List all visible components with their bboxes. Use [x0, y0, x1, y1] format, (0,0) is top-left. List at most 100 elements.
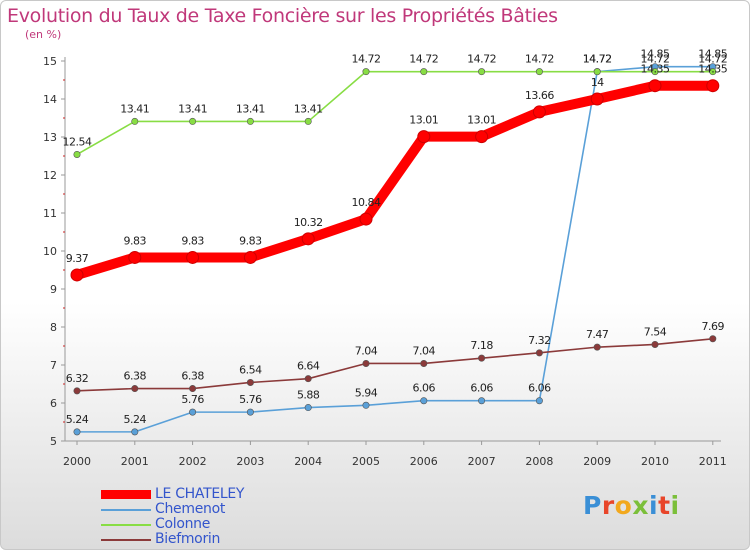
series-line-colonne	[76, 70, 714, 156]
data-label: 6.38	[181, 370, 204, 383]
data-label: 6.06	[470, 382, 493, 395]
legend-label: Chemenot	[155, 501, 226, 517]
data-point	[535, 349, 543, 357]
data-point	[651, 68, 659, 76]
data-label: 14.72	[409, 53, 438, 66]
y-tick-label: 11	[43, 207, 57, 220]
logo-letter: o	[614, 491, 633, 520]
data-label: 9.83	[124, 234, 147, 247]
y-tick-label: 7	[50, 359, 57, 372]
series-line-biefmorin	[76, 337, 714, 392]
data-label: 13.66	[525, 89, 554, 102]
data-label: 12.54	[63, 135, 92, 148]
data-label: 10.32	[294, 216, 323, 229]
logo-letter: x	[632, 491, 649, 520]
data-label: 9.83	[239, 234, 262, 247]
series-line-chemenot	[76, 65, 714, 433]
legend-label: Colonne	[155, 516, 211, 532]
data-label: 7.54	[644, 325, 667, 338]
data-point	[648, 79, 662, 93]
logo-letter: r	[601, 491, 615, 520]
proxiti-logo: Proxiti	[583, 491, 680, 520]
data-label: 14.72	[525, 53, 554, 66]
data-point	[706, 79, 720, 93]
data-point	[590, 92, 604, 106]
data-label: 14.85	[698, 48, 727, 61]
data-point	[709, 335, 717, 343]
x-tick-label: 2010	[641, 455, 669, 468]
data-point	[420, 68, 428, 76]
data-label: 7.69	[702, 320, 725, 333]
data-label: 7.04	[355, 344, 378, 357]
data-point	[535, 397, 543, 405]
data-point	[651, 340, 659, 348]
data-point	[70, 268, 84, 282]
y-tick-label: 8	[50, 321, 57, 334]
legend-label: Biefmorin	[155, 531, 221, 547]
y-tick-label: 9	[50, 283, 57, 296]
data-label: 6.64	[297, 360, 320, 373]
data-point	[246, 408, 254, 416]
x-tick-label: 2007	[468, 455, 496, 468]
chart-title: Evolution du Taux de Taxe Foncière sur l…	[7, 5, 558, 27]
x-tick-label: 2009	[583, 455, 611, 468]
data-label: 5.24	[66, 413, 89, 426]
data-label: 10.84	[352, 196, 381, 209]
data-label: 5.24	[124, 413, 147, 426]
data-point	[475, 130, 489, 144]
data-label: 6.06	[413, 382, 436, 395]
data-point	[362, 68, 370, 76]
y-tick-label: 15	[43, 55, 57, 68]
data-point	[304, 117, 312, 125]
data-label: 5.88	[297, 389, 320, 402]
data-point	[304, 404, 312, 412]
data-point	[478, 354, 486, 362]
data-point	[304, 375, 312, 383]
data-label: 14.35	[641, 63, 670, 76]
data-point	[246, 378, 254, 386]
data-label: 13.41	[120, 102, 149, 115]
data-label: 13.01	[467, 114, 496, 127]
x-tick-label: 2003	[236, 455, 264, 468]
data-point	[420, 359, 428, 367]
data-point	[709, 68, 717, 76]
y-tick-label: 6	[50, 397, 57, 410]
data-point	[246, 117, 254, 125]
data-label: 14.72	[352, 53, 381, 66]
data-label: 5.94	[355, 386, 378, 399]
data-label: 7.47	[586, 328, 609, 341]
chart-unit-label: (en %)	[25, 28, 62, 41]
data-label: 7.32	[528, 334, 551, 347]
data-point	[73, 387, 81, 395]
data-label: 14.72	[583, 53, 612, 66]
data-label: 13.41	[236, 102, 265, 115]
y-tick-label: 5	[50, 435, 57, 448]
logo-letter: P	[583, 491, 602, 520]
series-line-le-chateley	[72, 80, 718, 280]
y-tick-label: 10	[43, 245, 57, 258]
data-point	[131, 117, 139, 125]
y-tick-label: 12	[43, 169, 57, 182]
data-point	[301, 232, 315, 246]
data-label: 13.01	[409, 114, 438, 127]
data-label: 14.72	[698, 53, 727, 66]
data-label: 14.72	[583, 53, 612, 66]
data-label: 6.54	[239, 363, 262, 376]
data-label: 13.41	[294, 102, 323, 115]
data-label: 13.41	[178, 102, 207, 115]
data-label: 9.37	[66, 252, 89, 265]
data-point	[593, 68, 601, 76]
data-point	[593, 343, 601, 351]
legend-swatch	[101, 539, 151, 541]
data-label: 14	[591, 76, 604, 89]
data-point	[189, 408, 197, 416]
data-point	[131, 385, 139, 393]
data-point	[73, 150, 81, 158]
data-label: 9.83	[181, 234, 204, 247]
data-point	[362, 359, 370, 367]
x-tick-label: 2004	[294, 455, 322, 468]
data-label: 6.38	[124, 370, 147, 383]
data-point	[128, 250, 142, 264]
